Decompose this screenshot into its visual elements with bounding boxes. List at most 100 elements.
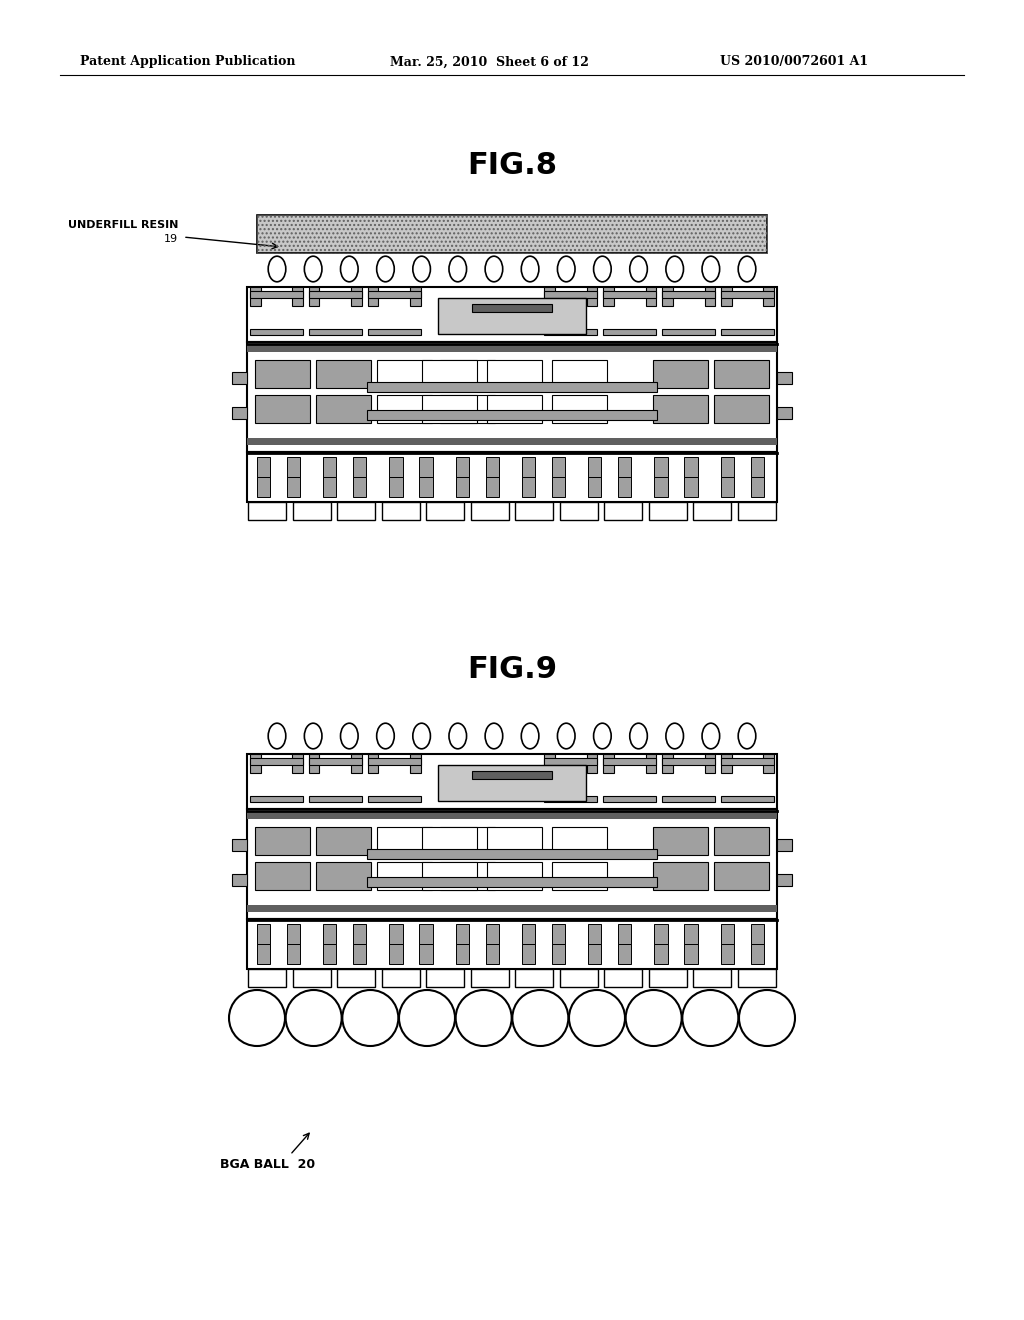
Bar (764, 754, 774, 774)
Bar (324, 477, 337, 498)
Bar (247, 438, 777, 445)
Bar (588, 944, 601, 964)
Text: BGA BALL  20: BGA BALL 20 (220, 1159, 315, 1172)
Bar (714, 828, 769, 855)
Text: Patent Application Publication: Patent Application Publication (80, 55, 296, 69)
Bar (522, 457, 536, 477)
Bar (247, 345, 777, 352)
Text: 19: 19 (164, 234, 178, 244)
Bar (287, 944, 300, 964)
Bar (422, 395, 477, 422)
Bar (255, 862, 310, 890)
Bar (653, 395, 708, 422)
Bar (389, 457, 402, 477)
Bar (714, 862, 769, 890)
Bar (654, 924, 668, 944)
Ellipse shape (341, 256, 358, 281)
Ellipse shape (738, 723, 756, 748)
Ellipse shape (485, 256, 503, 281)
Ellipse shape (304, 723, 322, 748)
Bar (545, 796, 597, 803)
Bar (663, 292, 715, 298)
Bar (247, 754, 777, 809)
Circle shape (399, 990, 455, 1045)
Bar (588, 924, 601, 944)
Circle shape (512, 990, 568, 1045)
Bar (316, 395, 371, 422)
Bar (411, 286, 421, 306)
Ellipse shape (341, 723, 358, 748)
Bar (247, 809, 777, 919)
Bar (653, 862, 708, 890)
Text: US 2010/0072601 A1: US 2010/0072601 A1 (720, 55, 868, 69)
Bar (287, 924, 300, 944)
Bar (485, 924, 499, 944)
Ellipse shape (268, 256, 286, 281)
Bar (654, 477, 668, 498)
Bar (247, 286, 777, 342)
Bar (250, 754, 260, 774)
Bar (292, 286, 303, 306)
Bar (389, 944, 402, 964)
Bar (618, 924, 631, 944)
Bar (603, 759, 656, 766)
Ellipse shape (630, 256, 647, 281)
Bar (738, 969, 776, 987)
Bar (472, 771, 552, 779)
Bar (257, 215, 767, 253)
Bar (587, 286, 597, 306)
Bar (472, 304, 552, 312)
Bar (353, 477, 367, 498)
Bar (654, 944, 668, 964)
Ellipse shape (594, 256, 611, 281)
Bar (684, 457, 697, 477)
Bar (377, 395, 432, 422)
Bar (721, 759, 774, 766)
Ellipse shape (377, 256, 394, 281)
Circle shape (286, 990, 342, 1045)
Ellipse shape (413, 723, 430, 748)
Ellipse shape (702, 723, 720, 748)
Bar (721, 292, 774, 298)
Bar (588, 457, 601, 477)
Ellipse shape (449, 723, 467, 748)
Bar (721, 329, 774, 335)
Ellipse shape (738, 256, 756, 281)
Bar (721, 754, 732, 774)
Bar (426, 502, 464, 520)
Bar (777, 372, 792, 384)
Bar (693, 502, 731, 520)
Bar (250, 329, 303, 335)
Bar (604, 502, 642, 520)
Bar (367, 381, 657, 392)
Bar (293, 502, 331, 520)
Bar (382, 969, 420, 987)
Bar (438, 298, 586, 334)
Bar (426, 969, 464, 987)
Bar (247, 812, 777, 818)
Bar (603, 292, 656, 298)
Ellipse shape (377, 723, 394, 748)
Bar (389, 477, 402, 498)
Bar (471, 969, 509, 987)
Bar (764, 286, 774, 306)
Bar (693, 969, 731, 987)
Bar (663, 329, 715, 335)
Ellipse shape (304, 256, 322, 281)
Bar (545, 286, 555, 306)
Ellipse shape (666, 256, 683, 281)
Bar (560, 502, 598, 520)
Bar (560, 969, 598, 987)
Bar (646, 754, 656, 774)
Bar (287, 457, 300, 477)
Bar (456, 457, 469, 477)
Bar (663, 754, 673, 774)
Bar (522, 477, 536, 498)
Bar (368, 292, 421, 298)
Ellipse shape (268, 723, 286, 748)
Bar (485, 944, 499, 964)
Bar (250, 796, 303, 803)
Bar (684, 924, 697, 944)
Ellipse shape (485, 723, 503, 748)
Bar (309, 329, 361, 335)
